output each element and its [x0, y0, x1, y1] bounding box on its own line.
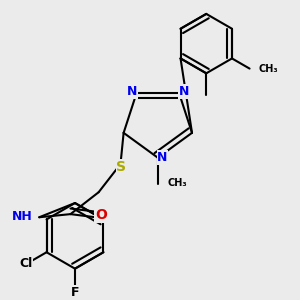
Text: N: N — [157, 151, 168, 164]
Text: O: O — [95, 208, 107, 222]
Text: F: F — [71, 286, 79, 298]
Text: N: N — [178, 85, 189, 98]
Text: NH: NH — [12, 210, 32, 223]
Text: CH₃: CH₃ — [167, 178, 187, 188]
Text: CH₃: CH₃ — [259, 64, 279, 74]
Text: Cl: Cl — [20, 257, 33, 270]
Text: S: S — [116, 160, 126, 174]
Text: N: N — [127, 85, 137, 98]
